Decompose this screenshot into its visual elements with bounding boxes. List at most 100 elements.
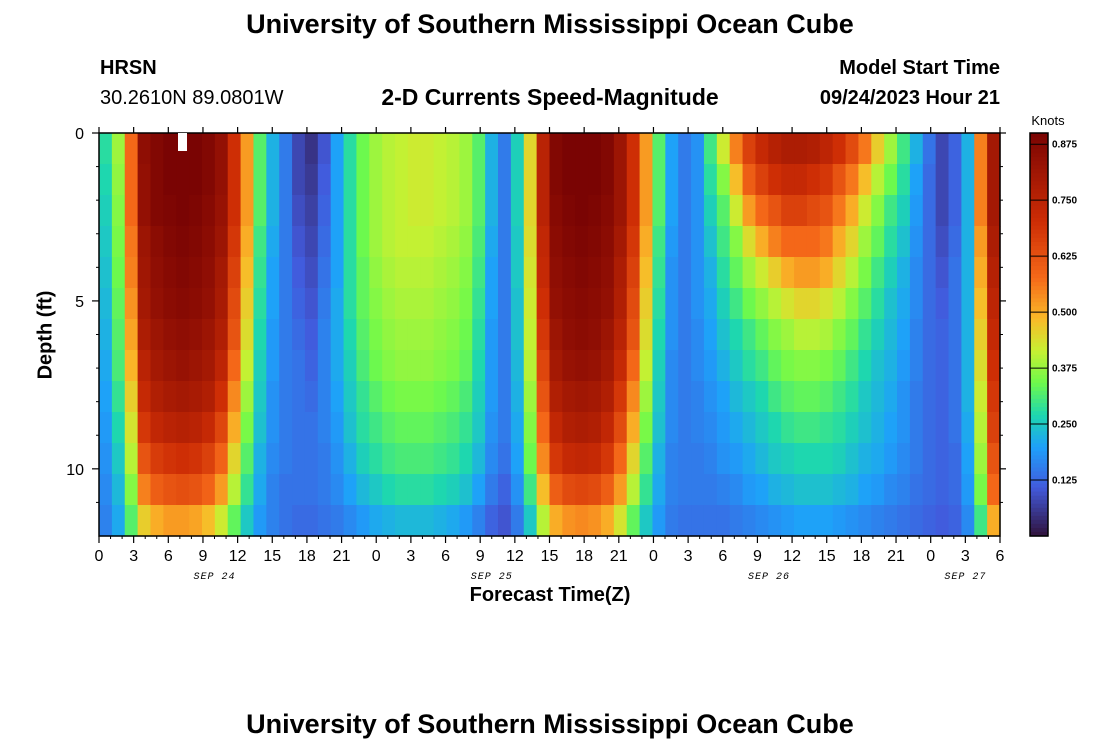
heatmap-cell xyxy=(639,257,654,289)
colorbar-segment xyxy=(1030,161,1048,166)
heatmap-cell xyxy=(819,133,834,165)
heatmap-cell xyxy=(871,164,885,196)
colorbar-segment xyxy=(1030,435,1048,440)
colorbar-segment xyxy=(1030,306,1048,311)
heatmap-cell xyxy=(742,133,757,165)
heatmap-cell xyxy=(137,319,152,351)
heatmap-cell xyxy=(459,195,473,227)
heatmap-cell xyxy=(794,381,808,413)
heatmap-cell xyxy=(420,381,435,413)
heatmap-cell xyxy=(626,381,641,413)
heatmap-cell xyxy=(459,257,473,289)
heatmap-cell xyxy=(639,195,654,227)
heatmap-cell xyxy=(395,195,409,227)
heatmap-cell xyxy=(909,474,924,506)
heatmap-cell xyxy=(150,319,164,351)
x-tick-label: 18 xyxy=(852,548,870,565)
heatmap-cell xyxy=(678,443,692,475)
colorbar-segment xyxy=(1030,169,1048,174)
heatmap-cell xyxy=(575,319,589,351)
heatmap-cell xyxy=(304,412,319,444)
heatmap-cell xyxy=(227,381,242,413)
x-tick-label: 18 xyxy=(575,548,593,565)
heatmap-cell xyxy=(407,164,422,196)
heatmap-cell xyxy=(433,505,448,537)
heatmap-cell xyxy=(575,474,589,506)
heatmap-cell xyxy=(794,350,808,382)
heatmap-cell xyxy=(227,505,242,537)
heatmap-cell xyxy=(433,474,448,506)
heatmap-cell xyxy=(189,164,203,196)
heatmap-cell xyxy=(137,257,152,289)
heatmap-cell xyxy=(871,257,885,289)
colorbar-segment xyxy=(1030,467,1048,473)
heatmap-cell xyxy=(858,319,872,351)
heatmap-cell xyxy=(871,133,885,165)
heatmap-cell xyxy=(858,474,872,506)
heatmap-cell xyxy=(768,288,782,320)
heatmap-cell xyxy=(742,443,757,475)
heatmap-cell xyxy=(781,474,795,506)
heatmap-cell xyxy=(240,164,255,196)
heatmap-cell xyxy=(794,164,808,196)
heatmap-cell xyxy=(897,381,911,413)
heatmap-cell xyxy=(742,350,757,382)
heatmap-cell xyxy=(472,381,486,413)
colorbar-segment xyxy=(1030,439,1048,444)
heatmap-cell xyxy=(987,195,1001,227)
heatmap-cell xyxy=(961,381,975,413)
heatmap-cell xyxy=(253,381,267,413)
heatmap-cell xyxy=(446,133,460,165)
heatmap-cell xyxy=(549,288,563,320)
heatmap-cell xyxy=(832,288,847,320)
heatmap-cell xyxy=(794,226,808,258)
heatmap-cell xyxy=(124,350,139,382)
heatmap-cell xyxy=(974,381,988,413)
heatmap-cell xyxy=(317,474,332,506)
heatmap-cell xyxy=(189,505,203,537)
heatmap-cell xyxy=(420,474,435,506)
heatmap-cell xyxy=(639,319,654,351)
heatmap-cell xyxy=(884,133,898,165)
heatmap-cell xyxy=(794,412,808,444)
heatmap-cell xyxy=(897,350,911,382)
heatmap-cell xyxy=(884,381,898,413)
heatmap-cell xyxy=(510,443,525,475)
colorbar-segment xyxy=(1030,322,1048,328)
heatmap-cell xyxy=(897,133,911,165)
heatmap-cell xyxy=(253,226,267,258)
x-tick-label: 12 xyxy=(229,548,247,565)
heatmap-cell xyxy=(961,412,975,444)
heatmap-cell xyxy=(227,319,242,351)
heatmap-cell xyxy=(536,443,551,475)
heatmap-cell xyxy=(549,474,563,506)
colorbar-segment xyxy=(1030,459,1048,465)
heatmap-cell xyxy=(922,319,937,351)
heatmap-cell xyxy=(510,164,525,196)
heatmap-cell xyxy=(691,195,705,227)
heatmap-cell xyxy=(703,505,718,537)
colorbar-segment xyxy=(1030,451,1048,456)
heatmap-cell xyxy=(472,164,486,196)
heatmap-cell xyxy=(472,226,486,258)
heatmap-cell xyxy=(755,288,769,320)
colorbar-frame xyxy=(1029,132,1049,537)
heatmap-cell xyxy=(819,443,834,475)
heatmap-cell xyxy=(176,412,190,444)
heatmap-cell xyxy=(858,226,872,258)
heatmap-cell xyxy=(279,164,293,196)
heatmap-cell xyxy=(858,381,872,413)
heatmap-cell xyxy=(897,288,911,320)
heatmap-cell xyxy=(395,133,409,165)
heatmap-cell xyxy=(935,350,950,382)
heatmap-cell xyxy=(201,257,216,289)
heatmap-cell xyxy=(652,195,666,227)
heatmap-cell xyxy=(498,133,512,165)
heatmap-cell xyxy=(395,443,409,475)
x-tick-label: 21 xyxy=(610,548,628,565)
heatmap-cell xyxy=(189,443,203,475)
heatmap-cell xyxy=(742,412,757,444)
heatmap-cell xyxy=(356,443,370,475)
heatmap-cell xyxy=(600,288,615,320)
heatmap-cell xyxy=(871,226,885,258)
